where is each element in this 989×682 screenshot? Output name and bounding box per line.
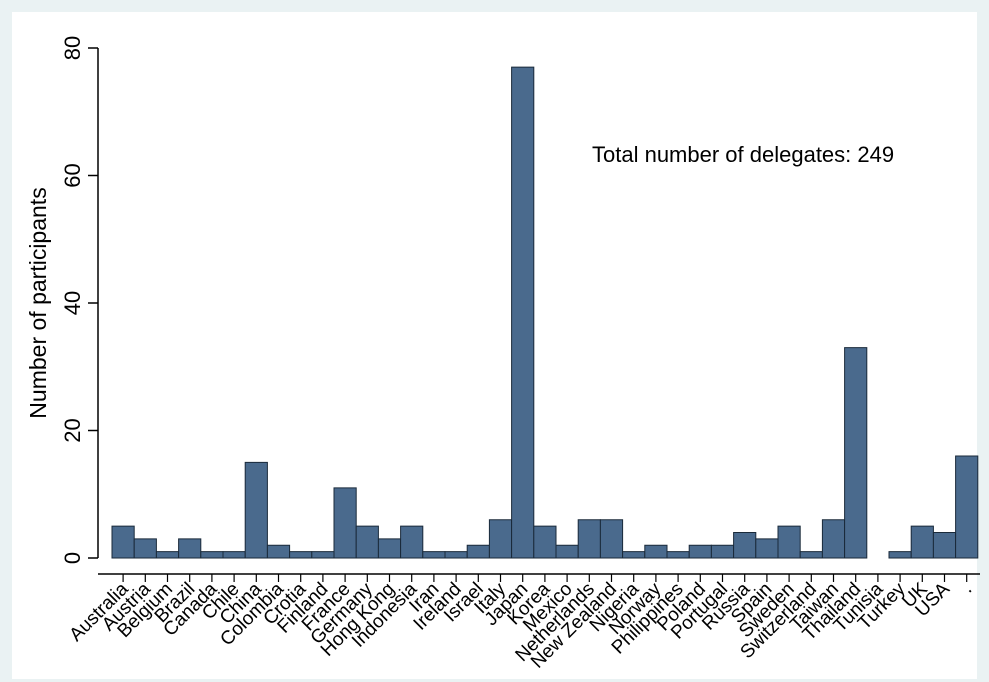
bar-chile [222, 551, 246, 559]
bar-spain [755, 538, 779, 559]
bar-netherlands [577, 519, 601, 559]
bar-crotia [289, 551, 313, 559]
bar-nigeria [622, 551, 646, 559]
bars-group [111, 66, 979, 559]
bar-china [244, 461, 268, 559]
y-tick-label-80: 80 [60, 36, 85, 60]
bar-japan [511, 66, 535, 559]
bar-ireland [444, 551, 468, 559]
bar-portugal [710, 544, 735, 559]
bar-germany [355, 525, 379, 559]
y-tick-label-40: 40 [60, 291, 85, 315]
total-delegates-annotation: Total number of delegates: 249 [592, 142, 894, 167]
bar-brazil [178, 538, 202, 559]
bar-italy [488, 519, 513, 559]
bar-poland [688, 544, 712, 559]
bar-new-zealand [599, 519, 624, 559]
bar-france [333, 487, 357, 559]
bar-korea [533, 525, 557, 559]
bar-switzerland [799, 551, 823, 559]
bar-canada [200, 551, 224, 559]
bar-colombia [266, 544, 291, 559]
bar-sweden [777, 525, 801, 559]
bar-thailand [844, 347, 868, 559]
bar-norway [644, 544, 668, 559]
chart-plot-background [12, 12, 977, 679]
bar-uk [910, 525, 934, 559]
bar-usa [932, 532, 957, 559]
bar-austria [133, 538, 157, 559]
bar-indonesia [400, 525, 424, 559]
y-tick-label-0: 0 [60, 552, 85, 564]
bar-dot [955, 455, 979, 559]
bar-turkey [888, 551, 912, 559]
bar-australia [111, 525, 135, 559]
y-axis-title: Number of participants [25, 187, 51, 418]
bar-philippines [666, 551, 690, 559]
bar-russia [733, 532, 757, 559]
bar-belgium [155, 551, 180, 559]
bar-taiwan [821, 519, 846, 559]
bar-finland [311, 551, 335, 559]
bar-mexico [555, 544, 579, 559]
y-tick-label-60: 60 [60, 163, 85, 187]
y-tick-label-20: 20 [60, 418, 85, 442]
bar-hong-kong [377, 538, 402, 559]
bar-iran [422, 551, 446, 559]
y-axis: 0 20 40 60 80 [60, 36, 99, 564]
bar-israel [466, 544, 490, 559]
